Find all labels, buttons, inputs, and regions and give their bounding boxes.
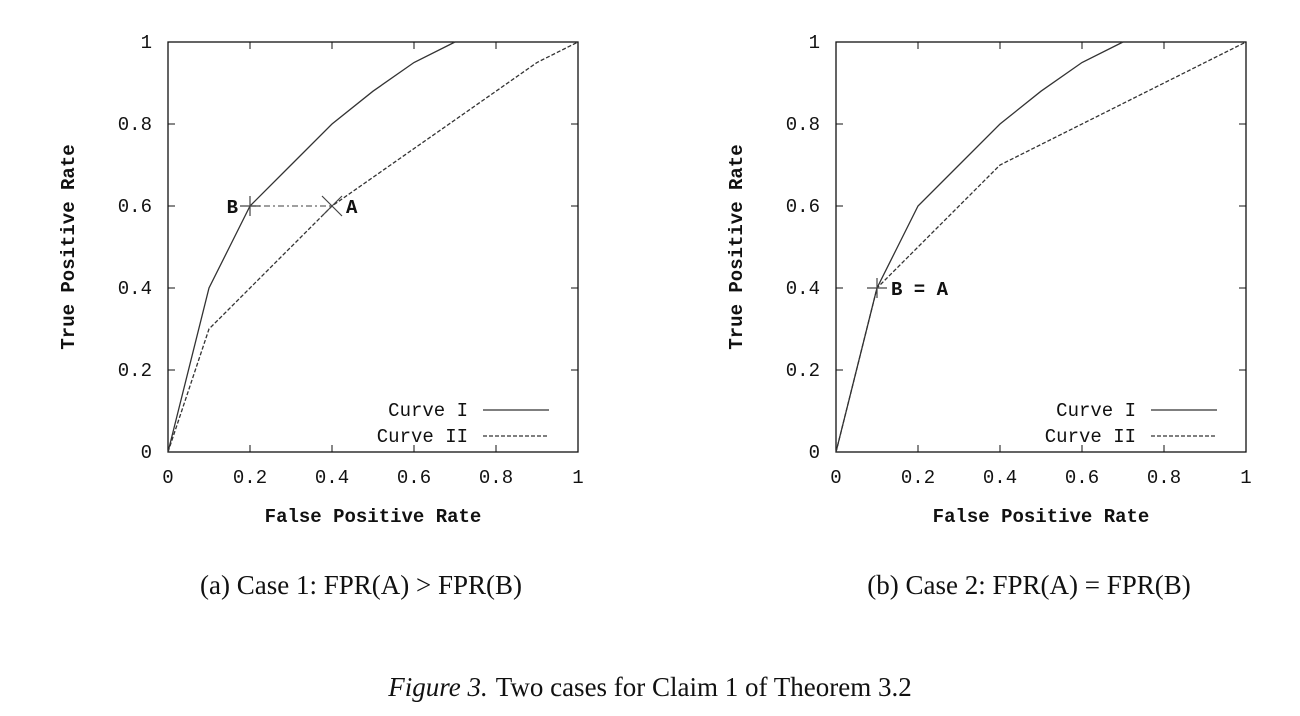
y-tick-label: 0.2: [786, 360, 820, 382]
x-axis-label: False Positive Rate: [265, 506, 482, 528]
chart-panel-a: 0 0.2 0.4 0.6 0.8 1 0 0.2 0.4 0.6 0.8 1 False Positi…: [58, 32, 584, 600]
y-tick-label: 0: [141, 442, 152, 464]
figure-caption-label: Figure 3.: [387, 672, 487, 702]
plot-frame: [167, 41, 579, 453]
x-tick-label: 0.4: [983, 467, 1017, 489]
x-tick-label: 0.6: [397, 467, 431, 489]
y-tick-label: 0.6: [786, 196, 820, 218]
marker-label: A: [346, 197, 358, 219]
series-line-curve-i: [167, 41, 456, 453]
subfigure-caption: (a) Case 1: FPR(A) > FPR(B): [200, 570, 522, 600]
x-tick-label: 1: [572, 467, 583, 489]
y-tick-label: 0.8: [786, 114, 820, 136]
x-tick-label: 1: [1240, 467, 1251, 489]
y-tick-label: 0.6: [118, 196, 152, 218]
x-tick-label: 0.8: [1147, 467, 1181, 489]
x-tick-label: 0: [830, 467, 841, 489]
chart-panel-b: 0 0.2 0.4 0.6 0.8 1 0 0.2 0.4 0.6 0.8 1 False Positi…: [726, 32, 1252, 600]
marker-label: B = A: [891, 279, 949, 301]
x-tick-label: 0.2: [901, 467, 935, 489]
x-tick-label: 0.6: [1065, 467, 1099, 489]
legend-label: Curve II: [1045, 426, 1136, 448]
x-tick-label: 0.4: [315, 467, 349, 489]
x-tick-label: 0: [162, 467, 173, 489]
y-tick-label: 0: [809, 442, 820, 464]
x-tick-label: 0.2: [233, 467, 267, 489]
y-tick-label: 0.2: [118, 360, 152, 382]
legend-label: Curve I: [388, 400, 468, 422]
series-line-curve-ii: [167, 41, 579, 453]
series-line-curve-ii: [835, 41, 1247, 453]
figure-caption: Figure 3. Two cases for Claim 1 of Theore…: [387, 672, 912, 702]
marker-plus: [867, 278, 887, 298]
y-axis-label: True Positive Rate: [58, 144, 80, 349]
y-tick-label: 1: [809, 32, 820, 54]
y-tick-label: 0.4: [786, 278, 820, 300]
marker-plus: [240, 196, 260, 216]
marker-label: B: [227, 197, 238, 219]
series-line-curve-i: [835, 41, 1124, 453]
figure-caption-text: Two cases for Claim 1 of Theorem 3.2: [496, 672, 912, 702]
legend-label: Curve I: [1056, 400, 1136, 422]
y-tick-label: 0.4: [118, 278, 152, 300]
plot-frame: [835, 41, 1247, 453]
y-tick-label: 1: [141, 32, 152, 54]
y-tick-label: 0.8: [118, 114, 152, 136]
y-axis-label: True Positive Rate: [726, 144, 748, 349]
x-tick-label: 0.8: [479, 467, 513, 489]
x-axis-label: False Positive Rate: [933, 506, 1150, 528]
subfigure-caption: (b) Case 2: FPR(A) = FPR(B): [867, 570, 1191, 600]
marker-cross: [321, 195, 343, 217]
legend-label: Curve II: [377, 426, 468, 448]
